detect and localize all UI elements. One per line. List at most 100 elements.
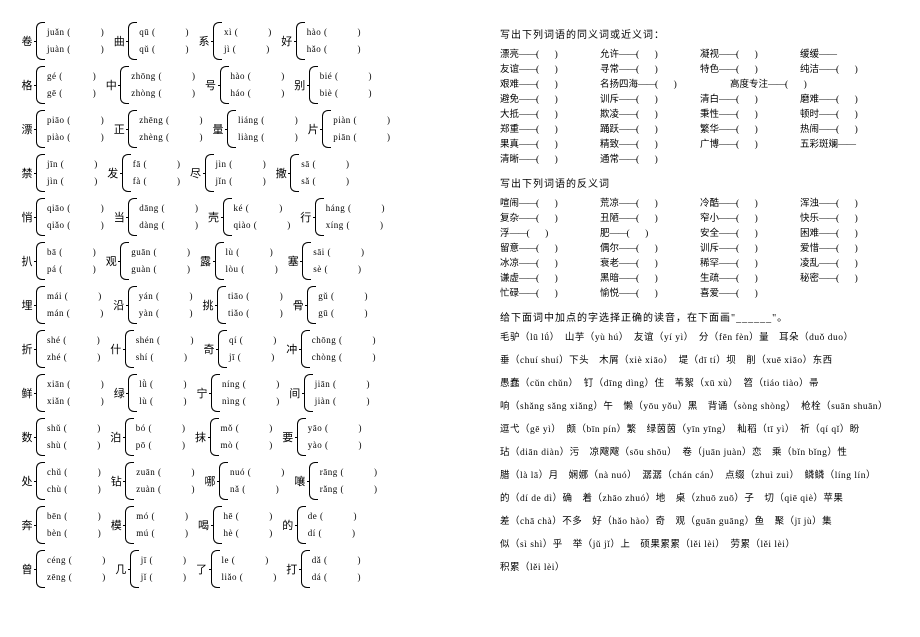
word-item: 繁华——( ): [700, 121, 800, 135]
pinyin-pair: shén ()shí (): [136, 332, 194, 366]
pinyin-reading: shǔ (): [47, 420, 101, 437]
pinyin-reading: qiào (): [234, 217, 291, 234]
pinyin-pair: hào ()hǎo (): [307, 24, 361, 58]
pinyin-pair: mái ()mán (): [47, 288, 104, 322]
brace-icon: [36, 154, 45, 192]
pinyin-reading: ké (): [234, 200, 291, 217]
pinyin-reading: zhòng (): [131, 85, 195, 102]
phonetic-line: 积累（lěi lèi）: [500, 558, 900, 578]
pinyin-reading: tiǎo (): [228, 305, 283, 322]
pinyin-reading: gǔ (): [318, 288, 368, 305]
pinyin-pair: bó ()pō (): [136, 420, 186, 454]
brace-icon: [125, 330, 134, 368]
brace-icon: [309, 66, 318, 104]
hanzi-char: 扒: [20, 253, 34, 269]
pinyin-reading: hē (): [224, 508, 273, 525]
hanzi-char: 鲜: [20, 385, 34, 401]
polyphone-section: 卷juǎn ()juàn ()曲qū ()qǔ ()系xì ()jì ()好hà…: [20, 20, 480, 592]
pinyin-reading: dá (): [312, 569, 361, 586]
pinyin-pair: ké ()qiào (): [234, 200, 291, 234]
brace-icon: [125, 506, 134, 544]
pinyin-reading: fà (): [133, 173, 181, 190]
pinyin-reading: zhōng (): [131, 68, 195, 85]
word-item: 安全——( ): [700, 225, 800, 239]
hanzi-char: 的: [281, 517, 295, 533]
pinyin-reading: piàn (): [333, 112, 390, 129]
pinyin-reading: sǎ (): [301, 173, 349, 190]
pinyin-pair: qū ()qǔ (): [139, 24, 189, 58]
brace-icon: [128, 110, 137, 148]
polyphone-row: 鲜xiān ()xiǎn ()绿lǜ ()lù ()宁níng ()nìng (…: [20, 372, 480, 414]
pinyin-reading: háo (): [231, 85, 285, 102]
pinyin-pair: dǎ ()dá (): [312, 552, 361, 586]
pinyin-pair: qiāo ()qiǎo (): [47, 200, 104, 234]
word-item: 踊跃——( ): [600, 121, 700, 135]
brace-icon: [128, 198, 137, 236]
hanzi-char: 格: [20, 77, 34, 93]
brace-icon: [297, 506, 306, 544]
polyphone-row: 曾céng ()zēng ()几jī ()jǐ ()了le ()liǎo ()打…: [20, 548, 480, 590]
brace-icon: [125, 418, 134, 456]
pinyin-reading: sāi (): [313, 244, 364, 261]
hanzi-char: 冲: [285, 341, 299, 357]
pinyin-reading: liǎo (): [222, 569, 277, 586]
pinyin-reading: mǒ (): [221, 420, 273, 437]
pinyin-reading: chōng (): [312, 332, 376, 349]
pinyin-pair: gǔ ()gū (): [318, 288, 368, 322]
hanzi-char: 骨: [291, 297, 305, 313]
hanzi-char: 中: [104, 77, 118, 93]
word-item: 允许——( ): [600, 46, 700, 60]
pinyin-reading: jì (): [224, 41, 272, 58]
word-item: 特色——( ): [700, 61, 800, 75]
hanzi-char: 当: [112, 209, 126, 225]
pinyin-reading: yàn (): [139, 305, 193, 322]
brace-icon: [36, 462, 45, 500]
pinyin-reading: mú (): [136, 525, 188, 542]
hanzi-char: 发: [106, 165, 120, 181]
brace-icon: [213, 22, 222, 60]
pinyin-reading: rǎng (): [320, 481, 378, 498]
pinyin-reading: mán (): [47, 305, 104, 322]
word-item: 偶尔——( ): [600, 240, 700, 254]
pinyin-reading: le (): [222, 552, 277, 569]
pinyin-pair: lǜ ()lù (): [139, 376, 187, 410]
brace-icon: [297, 418, 306, 456]
pinyin-reading: xiǎn (): [47, 393, 104, 410]
pinyin-pair: bā ()pá (): [47, 244, 96, 278]
hanzi-char: 正: [112, 121, 126, 137]
pinyin-reading: níng (): [222, 376, 280, 393]
hanzi-char: 间: [288, 385, 302, 401]
brace-icon: [122, 154, 131, 192]
brace-icon: [290, 154, 299, 192]
word-row: 留意——( )偶尔——( )训斥——( )爱惜——( ): [500, 239, 900, 254]
pinyin-reading: tiāo (): [228, 288, 283, 305]
pinyin-reading: mò (): [221, 437, 273, 454]
pinyin-pair: nuó ()nǎ (): [230, 464, 285, 498]
pinyin-reading: jiàn (): [315, 393, 370, 410]
brace-icon: [210, 418, 219, 456]
pinyin-pair: zhēng ()zhèng (): [139, 112, 203, 146]
pinyin-reading: shé (): [47, 332, 101, 349]
pinyin-pair: shǔ ()shù (): [47, 420, 101, 454]
word-item: 通常——( ): [600, 151, 700, 165]
word-item: 愉悦——( ): [600, 285, 700, 299]
pinyin-reading: lòu (): [226, 261, 279, 278]
pinyin-reading: jǐn (): [216, 173, 267, 190]
phonetic-line: 逗弋（gē yì） 颇（bīn pín）繁 绿茵茵（yīn yīng） 籼稻（t…: [500, 420, 900, 440]
word-row: 复杂——( )丑陋——( )窄小——( )快乐——( ): [500, 209, 900, 224]
hanzi-char: 尽: [189, 165, 203, 181]
word-item: 肥——( ): [600, 225, 700, 239]
pinyin-reading: jìn (): [47, 173, 98, 190]
word-item: 训斥——( ): [600, 91, 700, 105]
brace-icon: [304, 374, 313, 412]
word-item: 快乐——( ): [800, 210, 900, 224]
pinyin-reading: piào (): [47, 129, 104, 146]
hanzi-char: 哪: [203, 473, 217, 489]
hanzi-char: 宁: [195, 385, 209, 401]
hanzi-char: 行: [299, 209, 313, 225]
word-item: 郑重——( ): [500, 121, 600, 135]
hanzi-char: 号: [204, 77, 218, 93]
hanzi-char: 露: [199, 253, 213, 269]
brace-icon: [205, 154, 214, 192]
pinyin-pair: de ()dí (): [308, 508, 357, 542]
